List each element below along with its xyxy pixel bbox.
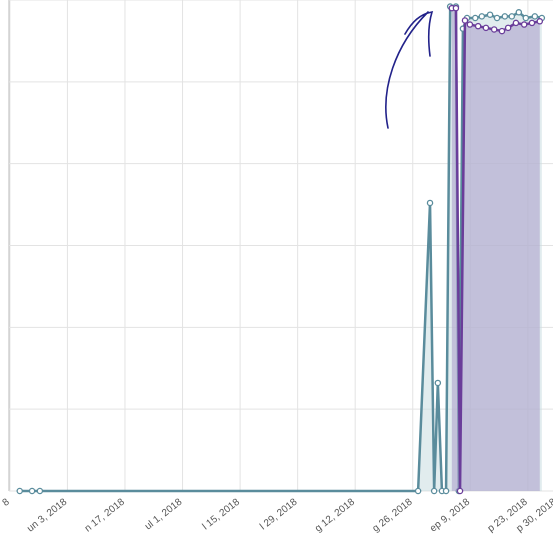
series-area: [451, 8, 540, 492]
x-tick-label: ul 1, 2018: [143, 496, 185, 532]
plot-area: [16, 3, 546, 495]
data-point: [461, 17, 469, 24]
data-point: [466, 21, 474, 28]
x-tick-label: g 12, 2018: [313, 496, 357, 534]
data-point: [486, 11, 494, 18]
x-tick-label: g 26, 2018: [371, 496, 415, 534]
data-point: [531, 13, 539, 20]
data-point: [442, 487, 450, 495]
data-point: [512, 19, 520, 27]
data-point: [434, 379, 442, 387]
data-point: [28, 487, 36, 495]
x-tick-label: l 29, 2018: [258, 496, 300, 532]
data-point: [456, 487, 464, 495]
data-point: [490, 26, 498, 33]
x-tick-label: n 17, 2018: [83, 496, 127, 534]
data-point: [508, 13, 516, 20]
data-point: [452, 4, 460, 12]
data-point: [430, 487, 438, 495]
data-point: [426, 199, 434, 207]
data-point: [515, 9, 523, 16]
data-point: [528, 19, 536, 27]
x-axis: 8 un 3, 2018 n 17, 2018 ul 1, 2018 l 15, 201…: [1, 496, 553, 534]
data-point: [36, 487, 44, 495]
x-tick-label: l 15, 2018: [201, 496, 243, 532]
x-tick-label: un 3, 2018: [25, 496, 69, 534]
data-point: [482, 24, 490, 32]
data-point: [474, 22, 482, 30]
data-point: [471, 14, 479, 22]
x-tick-label: 8: [1, 496, 13, 508]
data-point: [493, 14, 501, 22]
data-point: [536, 18, 544, 25]
data-point: [501, 13, 509, 20]
data-point: [478, 13, 486, 20]
x-tick-label: ep 9, 2018: [428, 496, 472, 534]
hand-drawn-arrow: [385, 10, 434, 129]
data-point: [414, 487, 422, 495]
data-point: [520, 21, 528, 28]
data-point: [522, 14, 530, 22]
data-point: [498, 27, 506, 35]
data-point: [16, 487, 23, 495]
data-point: [504, 24, 512, 32]
